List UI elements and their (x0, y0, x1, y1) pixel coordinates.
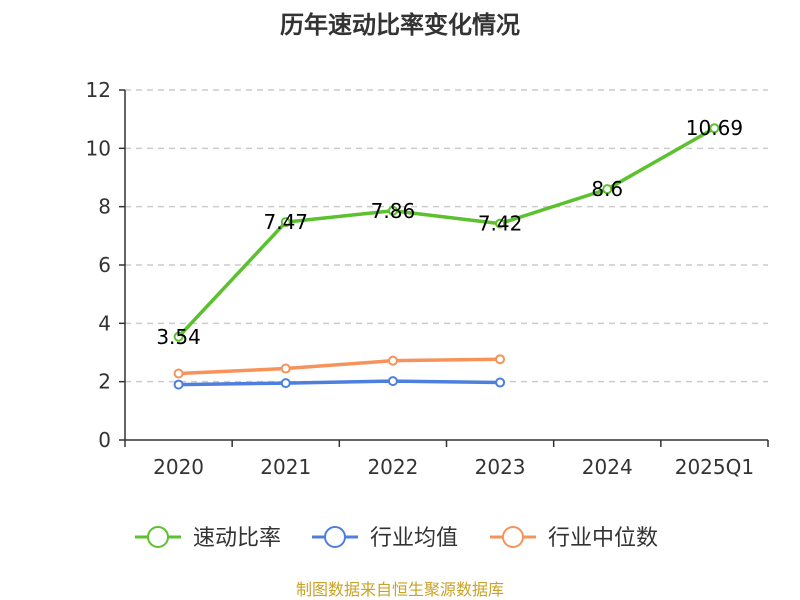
x-tick-label: 2021 (260, 455, 311, 479)
data-point (495, 377, 506, 388)
legend: 速动比率 行业均值 行业中位数 (135, 526, 658, 551)
x-tick-label: 2020 (153, 455, 204, 479)
y-tick-label: 4 (98, 311, 111, 335)
series-line-0 (177, 126, 716, 338)
legend-marker (502, 526, 524, 548)
x-tick-label: 2024 (582, 455, 633, 479)
data-label: 3.54 (156, 325, 201, 349)
data-point (709, 123, 720, 134)
y-tick-label: 10 (86, 136, 111, 160)
legend-label: 行业中位数 (548, 526, 658, 551)
source-note: 制图数据来自恒生聚源数据库 (296, 580, 504, 599)
data-labels: 3.54 7.47 7.86 7.42 8.6 10.69 (156, 116, 743, 349)
legend-label: 速动比率 (193, 526, 281, 551)
data-label: 7.86 (371, 199, 416, 223)
grid-lines (125, 89, 768, 383)
legend-item-1: 行业均值 (312, 526, 458, 551)
data-point (495, 354, 506, 365)
x-tick-label: 2023 (475, 455, 526, 479)
data-point (387, 376, 398, 387)
legend-item-2: 行业中位数 (490, 526, 658, 551)
series-line-2 (178, 357, 501, 376)
data-label: 7.42 (478, 212, 523, 236)
data-point (173, 368, 184, 379)
x-tick-label: 2022 (367, 455, 418, 479)
y-tick-label: 8 (98, 195, 111, 219)
data-point (280, 363, 291, 374)
legend-item-0: 速动比率 (135, 526, 281, 551)
chart-title: 历年速动比率变化情况 (280, 11, 520, 39)
data-label: 10.69 (686, 116, 743, 140)
legend-label: 行业均值 (370, 526, 458, 551)
data-point (495, 218, 506, 229)
data-label: 8.6 (591, 177, 623, 201)
y-tick-label: 0 (98, 428, 111, 452)
data-point (173, 379, 184, 390)
data-point (280, 217, 291, 228)
data-point (387, 355, 398, 366)
y-tick-label: 2 (98, 370, 111, 394)
y-tick-label: 6 (98, 253, 111, 277)
data-label: 7.47 (263, 210, 308, 234)
data-point (280, 378, 291, 389)
legend-marker (147, 526, 169, 548)
series-group (173, 123, 720, 390)
data-point (173, 331, 184, 342)
data-point (387, 205, 398, 216)
legend-marker (324, 526, 346, 548)
y-tick-label: 12 (86, 78, 111, 102)
series-line-1 (178, 379, 501, 387)
data-point (602, 184, 613, 195)
axes: 0 2 4 6 8 10 12 2020 2021 2022 2023 2024 2025Q1 (86, 78, 769, 479)
x-tick-label: 2025Q1 (675, 455, 754, 479)
